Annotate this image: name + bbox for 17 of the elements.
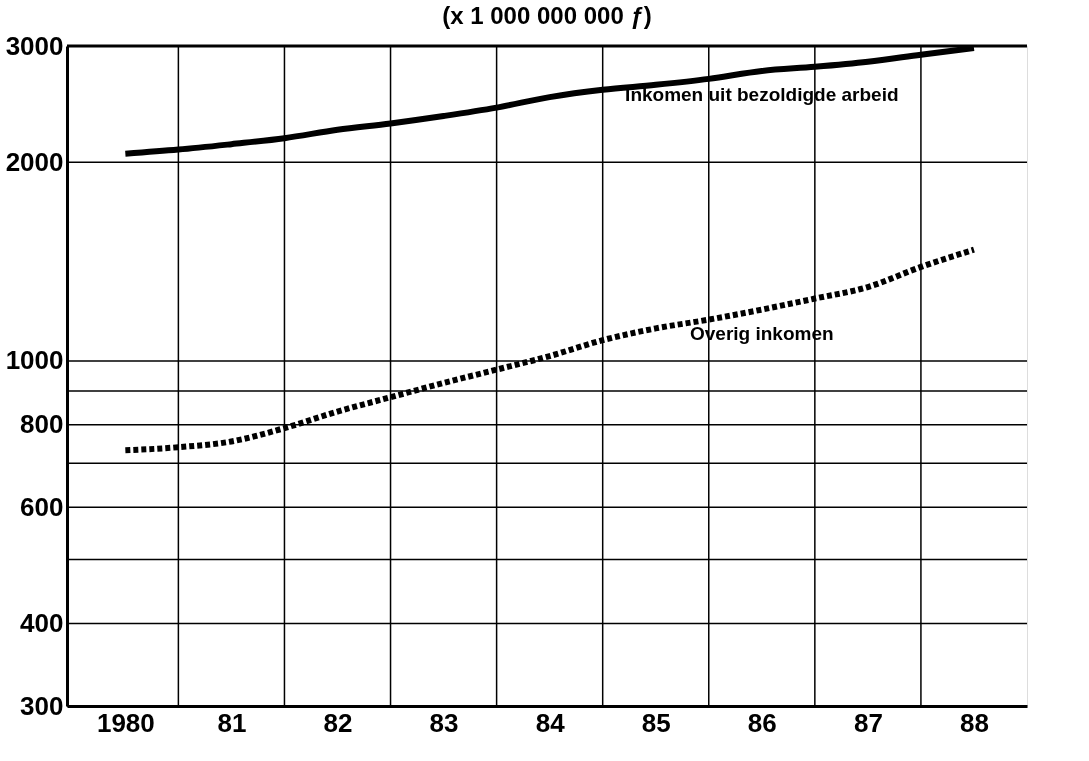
- x-tick-label: 84: [535, 707, 566, 738]
- y-tick-label: 400: [20, 608, 64, 639]
- x-tick-label: 83: [429, 707, 459, 738]
- y-tick-label: 300: [20, 690, 64, 721]
- x-tick-label: 85: [641, 707, 671, 738]
- x-tick-label: 88: [960, 707, 989, 738]
- x-tick-label: 1980: [96, 707, 155, 738]
- y-tick-label: 2000: [5, 146, 64, 177]
- x-tick-label: 82: [323, 707, 353, 738]
- y-tick-label: 800: [20, 409, 64, 440]
- chart-title: (x 1 000 000 000 ƒ): [442, 2, 652, 29]
- x-tick-label: 86: [747, 707, 777, 738]
- y-tick-label: 1000: [5, 345, 64, 376]
- x-tick-label: 87: [853, 707, 883, 738]
- y-tick-label: 3000: [5, 30, 64, 61]
- x-tick-label: 81: [217, 707, 247, 738]
- y-tick-label: 600: [20, 491, 64, 522]
